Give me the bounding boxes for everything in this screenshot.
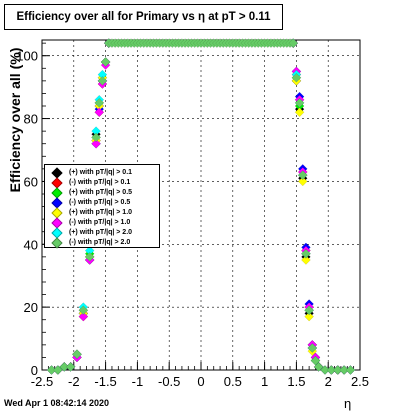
data-point: [304, 305, 314, 316]
legend-label: (+) with pT/|q| > 2.0: [69, 229, 133, 236]
data-point: [84, 252, 95, 262]
legend-marker: [51, 237, 63, 249]
y-tick-label: 40: [24, 237, 38, 252]
data-point: [59, 362, 70, 372]
x-tick-label: 2: [325, 374, 332, 389]
data-point: [78, 311, 89, 322]
chart-title: Efficiency over all for Primary vs η at …: [4, 4, 283, 30]
legend-entry: (+) with pT/|q| > 0.5: [45, 187, 159, 199]
y-tick-label: 0: [31, 363, 38, 378]
data-point: [53, 365, 63, 375]
data-points: [46, 38, 356, 375]
x-tick-label: 0: [197, 374, 204, 389]
legend-entry: (+) with pT/|q| > 0.1: [45, 167, 159, 179]
x-tick-label: -0.5: [158, 374, 180, 389]
y-axis-label: Efficiency over all (%): [7, 47, 23, 193]
data-point: [65, 362, 76, 372]
data-point: [94, 107, 105, 118]
data-point: [339, 365, 349, 375]
data-point: [307, 343, 318, 353]
x-tick-label: 1.5: [287, 374, 305, 389]
data-point: [91, 138, 101, 149]
data-point: [301, 248, 311, 259]
data-point: [91, 132, 101, 143]
x-tick-label: -1: [132, 374, 144, 389]
legend-label: (+) with pT/|q| > 0.5: [69, 189, 133, 196]
axis-ticks: -2.5 -2 -1.5 -1 -0.5 0 0.5 1 1.5 2 2.5 0 20 40 60 80 100: [16, 42, 369, 389]
y-axis-label-box: Efficiency over all (%): [7, 40, 23, 200]
legend-entry: (+) with pT/|q| > 1.0: [45, 207, 159, 219]
series-8: [46, 38, 356, 375]
legend-entry: (+) with pT/|q| > 2.0: [45, 227, 159, 239]
legend: (+) with pT/|q| > 0.1 (-) with pT/|q| > 0…: [44, 164, 160, 249]
data-point: [291, 72, 302, 83]
x-tick-label: 0.5: [224, 374, 242, 389]
data-point: [46, 365, 57, 375]
data-point: [297, 170, 308, 180]
data-point: [288, 38, 299, 48]
y-tick-label: 100: [16, 49, 38, 64]
legend-label: (-) with pT/|q| > 2.0: [69, 239, 131, 246]
x-tick-label: -2.5: [31, 374, 53, 389]
legend-label: (+) with pT/|q| > 0.1: [69, 169, 133, 176]
data-point: [332, 365, 343, 375]
legend-entry: (-) with pT/|q| > 0.1: [45, 177, 159, 189]
timestamp-footer: Wed Apr 1 08:42:14 2020: [4, 398, 110, 408]
y-tick-label: 20: [24, 300, 38, 315]
data-point: [100, 57, 111, 67]
data-point: [304, 311, 314, 322]
data-point: [310, 355, 321, 366]
y-tick-label: 80: [24, 112, 38, 127]
data-point: [97, 76, 108, 86]
legend-entry: (-) with pT/|q| > 0.5: [45, 197, 159, 209]
x-tick-label: 2.5: [351, 374, 369, 389]
legend-entry: (-) with pT/|q| > 1.0: [45, 217, 159, 229]
legend-label: (-) with pT/|q| > 0.1: [69, 179, 131, 186]
legend-label: (-) with pT/|q| > 0.5: [69, 199, 131, 206]
data-point: [72, 349, 82, 360]
data-point: [78, 305, 89, 316]
data-point: [294, 98, 305, 108]
legend-label: (-) with pT/|q| > 1.0: [69, 219, 131, 226]
legend-label: (+) with pT/|q| > 1.0: [69, 209, 133, 216]
x-tick-label: -2: [68, 374, 80, 389]
data-point: [320, 365, 330, 375]
x-tick-label: -1.5: [94, 374, 116, 389]
data-point: [294, 107, 305, 118]
data-point: [345, 365, 356, 375]
y-tick-label: 60: [24, 174, 38, 189]
data-point: [326, 365, 337, 375]
data-point: [94, 98, 105, 108]
data-point: [301, 255, 311, 265]
data-point: [313, 362, 324, 372]
data-point: [297, 176, 308, 187]
x-tick-label: 1: [261, 374, 268, 389]
legend-entry: (-) with pT/|q| > 2.0: [45, 237, 159, 249]
x-axis-label: η: [344, 396, 352, 411]
